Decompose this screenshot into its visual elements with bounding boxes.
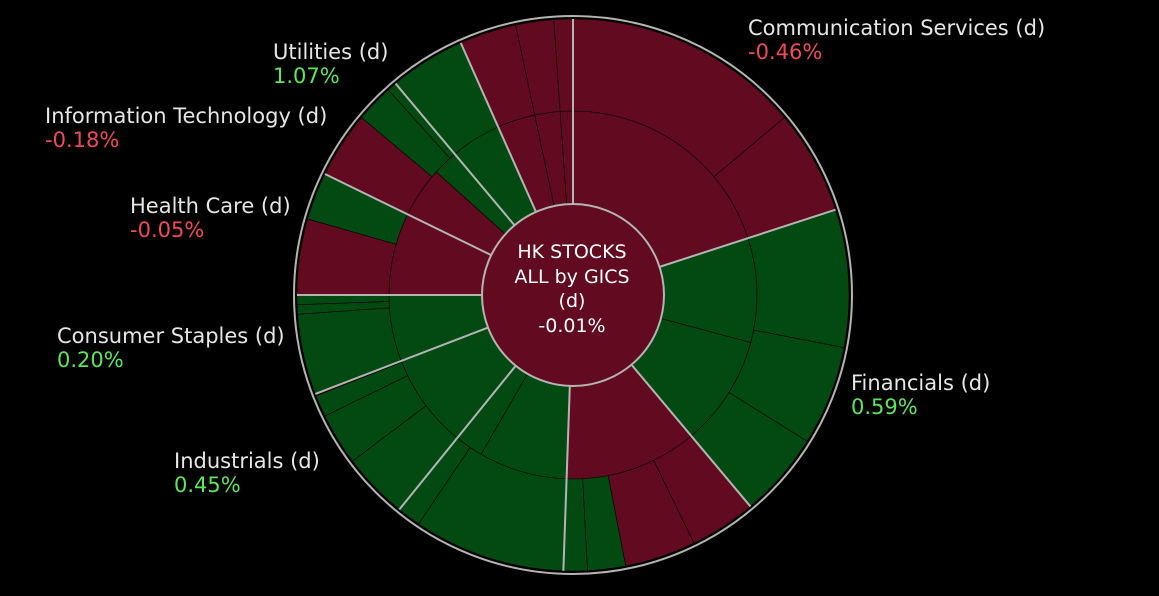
label-industrials[interactable]: Industrials (d) 0.45% [174, 449, 320, 497]
sector-name: Health Care (d) [130, 194, 291, 218]
sector-change: 1.07% [273, 64, 340, 88]
label-communication-services[interactable]: Communication Services (d) -0.46% [748, 16, 1045, 64]
sector-change: 0.20% [57, 348, 124, 372]
center-disc[interactable] [481, 203, 665, 387]
sector-separator-information-technology [324, 173, 492, 257]
center-label: HK STOCKS ALL by GICS (d) -0.01% [472, 240, 672, 338]
label-financials[interactable]: Financials (d) 0.59% [851, 371, 990, 419]
sector-separator-consumer-staples [398, 365, 517, 511]
label-information-technology[interactable]: Information Technology (d) -0.18% [45, 104, 327, 152]
sector-name: Industrials (d) [174, 449, 320, 473]
sector-separator-industrials [562, 385, 571, 571]
sector-separator-financials [659, 208, 836, 268]
sector-separator-energy-materials [314, 326, 489, 395]
sector-separator-real-estate [459, 42, 537, 213]
sector-name: Utilities (d) [273, 40, 389, 64]
label-consumer-staples[interactable]: Consumer Staples (d) 0.20% [57, 324, 285, 372]
sector-name: Communication Services (d) [748, 16, 1046, 40]
chart-rim [293, 15, 853, 575]
center-value: -0.01% [538, 314, 606, 337]
sector-separator-utilities [394, 82, 516, 226]
sector-change: -0.46% [748, 40, 823, 64]
sector-change: 0.45% [174, 473, 241, 497]
sector-change: -0.18% [45, 128, 120, 152]
sector-name: Information Technology (d) [45, 104, 328, 128]
center-title-line-3: (d) [558, 290, 586, 312]
sector-change: 0.59% [851, 395, 918, 419]
sector-name: Financials (d) [851, 371, 991, 395]
sector-name: Consumer Staples (d) [57, 324, 285, 348]
center-title-line-1: HK STOCKS [517, 241, 627, 263]
sector-change: -0.05% [130, 218, 205, 242]
sector-separator-consumer-discretionary [630, 364, 752, 508]
label-health-care[interactable]: Health Care (d) -0.05% [130, 194, 291, 242]
label-utilities[interactable]: Utilities (d) 1.07% [273, 40, 388, 88]
center-title-line-2: ALL by GICS [514, 265, 630, 288]
